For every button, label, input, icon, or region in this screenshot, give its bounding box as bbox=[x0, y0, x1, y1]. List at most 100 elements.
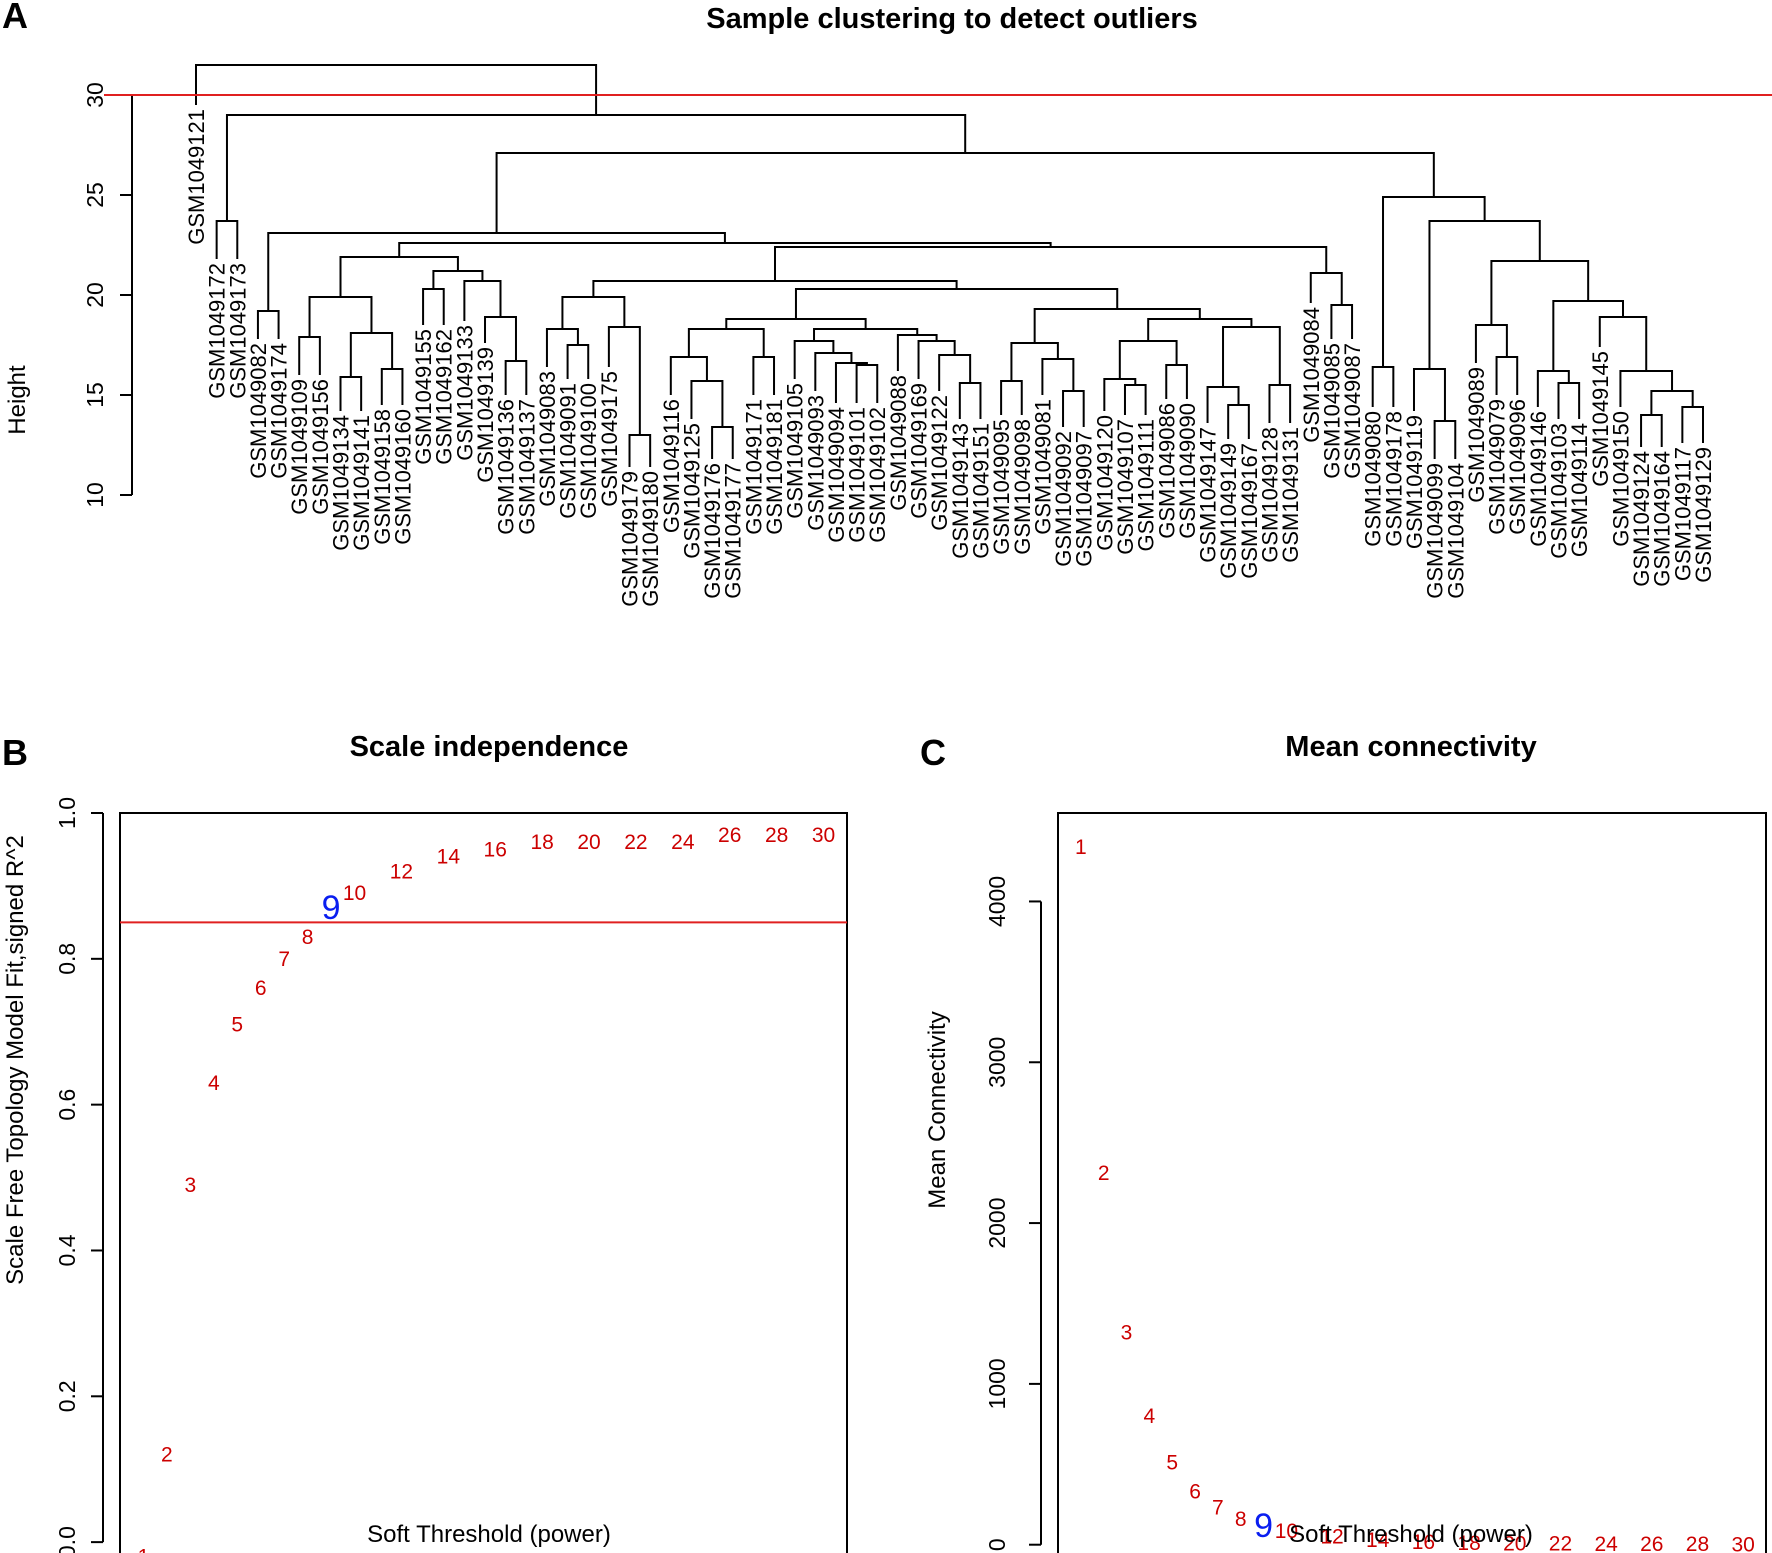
dendrogram-leaf-label: GSM1049099 bbox=[1423, 463, 1448, 599]
y-tick-label: 0.6 bbox=[54, 1089, 80, 1121]
dendrogram-leaf-label: GSM1049156 bbox=[308, 379, 333, 515]
power-point-label: 7 bbox=[278, 948, 290, 971]
dendrogram-panel: Sample clustering to detect outliers Hei… bbox=[4, 3, 1772, 607]
dendrogram-title: Sample clustering to detect outliers bbox=[706, 3, 1198, 35]
dendrogram-tree bbox=[195, 64, 1704, 467]
power-point-label: 6 bbox=[1189, 1481, 1201, 1504]
power-point-label: 8 bbox=[302, 926, 314, 949]
dendrogram-merge bbox=[752, 356, 776, 395]
dendrogram-leaf-label: GSM1049178 bbox=[1381, 411, 1406, 547]
dendrogram-merge bbox=[256, 310, 280, 339]
dendrogram-leaf-label: GSM1049090 bbox=[1175, 403, 1200, 539]
dendrogram-leaf-label: GSM1049093 bbox=[803, 395, 828, 531]
power-point-label: 3 bbox=[1121, 1321, 1133, 1344]
dendrogram-merge bbox=[1557, 382, 1581, 419]
dendrogram-leaf-label: GSM1049117 bbox=[1670, 447, 1695, 581]
dendrogram-merge bbox=[855, 364, 879, 403]
power-point-label: 18 bbox=[1457, 1532, 1480, 1553]
panel-letter-b: B bbox=[2, 732, 28, 773]
dendrogram-merge bbox=[1062, 390, 1085, 427]
dendrogram-leaf-label: GSM1049105 bbox=[783, 383, 808, 519]
dendrogram-merge bbox=[1227, 404, 1250, 439]
dendrogram-leaf-label: GSM1049092 bbox=[1051, 431, 1076, 567]
dendrogram-merge bbox=[1222, 326, 1281, 387]
power-point-label: 30 bbox=[1731, 1533, 1754, 1553]
dendrogram-leaf-label: GSM1049116 bbox=[659, 399, 684, 533]
dendrogram-merge bbox=[958, 382, 982, 419]
dendrogram-leaf-label: GSM1049114 bbox=[1567, 423, 1592, 557]
power-point-label: 2 bbox=[1098, 1162, 1110, 1185]
dendrogram-leaf-label: GSM1049172 bbox=[205, 263, 230, 399]
dendrogram-merge bbox=[628, 434, 652, 467]
power-point-label: 26 bbox=[718, 824, 741, 847]
scale-independence-axes: 0510152025300.00.20.40.60.81.0 bbox=[54, 797, 104, 1553]
dendrogram-merge bbox=[1010, 342, 1059, 381]
dendrogram-merge bbox=[669, 356, 708, 395]
dendrogram-leaf-label: GSM1049104 bbox=[1443, 463, 1468, 599]
dendrogram-leaf-label: GSM1049082 bbox=[246, 343, 271, 479]
dendrogram-merge bbox=[215, 220, 239, 259]
highlighted-power-label: 9 bbox=[1254, 1507, 1273, 1545]
dendrogram-leaf-label: GSM1049109 bbox=[287, 379, 312, 515]
power-point-label: 14 bbox=[437, 846, 461, 869]
power-point-label: 3 bbox=[185, 1174, 197, 1197]
dendrogram-y-axis-label: Height bbox=[4, 365, 31, 435]
dendrogram-leaf-label: GSM1049173 bbox=[225, 263, 250, 399]
dendrogram-leaf-label: GSM1049145 bbox=[1588, 351, 1613, 487]
dendrogram-merge bbox=[687, 328, 765, 357]
dendrogram-merge bbox=[1309, 272, 1343, 305]
dendrogram-merge bbox=[917, 340, 956, 379]
dendrogram-merge bbox=[267, 232, 726, 311]
dendrogram-leaf-label: GSM1049121 bbox=[184, 109, 209, 245]
dendrogram-y-tick-label: 25 bbox=[82, 182, 108, 208]
power-point-label: 22 bbox=[624, 831, 647, 854]
dendrogram-merge bbox=[380, 368, 404, 405]
dendrogram-leaf-label: GSM1049143 bbox=[948, 423, 973, 559]
panel-letter-a: A bbox=[2, 0, 28, 36]
power-point-label: 10 bbox=[1275, 1520, 1298, 1543]
dendrogram-merge bbox=[1619, 370, 1674, 407]
dendrogram-merge bbox=[398, 242, 1052, 257]
power-point-label: 8 bbox=[1235, 1508, 1247, 1531]
dendrogram-leaf-label: GSM1049162 bbox=[432, 329, 457, 465]
dendrogram-merge bbox=[711, 426, 734, 459]
dendrogram-leaf-label: GSM1049167 bbox=[1237, 443, 1262, 579]
dendrogram-merge bbox=[308, 296, 373, 337]
dendrogram-leaf-label: GSM1049088 bbox=[886, 375, 911, 511]
power-point-label: 5 bbox=[1166, 1452, 1178, 1475]
dendrogram-merge bbox=[793, 340, 835, 379]
mean-connectivity-axes: 05101520253001000200030004000 bbox=[984, 876, 1042, 1551]
power-point-label: 4 bbox=[1144, 1405, 1156, 1428]
dendrogram-leaf-label: GSM1049120 bbox=[1092, 415, 1117, 551]
mean-connectivity-plot-box bbox=[1057, 812, 1767, 1553]
dendrogram-merge bbox=[1650, 390, 1694, 415]
scale-independence-plot-box bbox=[119, 812, 848, 1553]
dendrogram-leaf-label: GSM1049098 bbox=[1010, 419, 1035, 555]
highlighted-power-label: 9 bbox=[322, 889, 341, 927]
dendrogram-y-tick-label: 20 bbox=[82, 282, 108, 308]
dendrogram-merge bbox=[545, 328, 579, 367]
dendrogram-merge bbox=[1165, 364, 1188, 399]
dendrogram-leaf-label: GSM1049133 bbox=[452, 325, 477, 461]
dendrogram-merge bbox=[1000, 380, 1023, 415]
y-tick-label: 0 bbox=[984, 1538, 1010, 1551]
dendrogram-leaf-label: GSM1049146 bbox=[1526, 411, 1551, 547]
dendrogram-merge bbox=[349, 332, 394, 377]
dendrogram-merge bbox=[1536, 370, 1570, 407]
dendrogram-leaf-label: GSM1049125 bbox=[679, 423, 704, 559]
panel-letter-c: C bbox=[920, 732, 946, 773]
dendrogram-leaf-label: GSM1049134 bbox=[329, 415, 354, 551]
dendrogram-leaf-label: GSM1049139 bbox=[473, 347, 498, 483]
y-tick-label: 2000 bbox=[984, 1197, 1010, 1248]
y-tick-label: 4000 bbox=[984, 876, 1010, 927]
dendrogram-merge bbox=[1330, 304, 1354, 339]
dendrogram-leaf-label: GSM1049091 bbox=[556, 383, 581, 519]
dendrogram-leaf-label: GSM1049136 bbox=[494, 399, 519, 535]
dendrogram-merge bbox=[1103, 378, 1137, 411]
dendrogram-leaf-label: GSM1049107 bbox=[1113, 419, 1138, 555]
dendrogram-leaf-labels: GSM1049121 GSM1049172GSM1049173GSM1049082… bbox=[184, 109, 1716, 607]
dendrogram-merge bbox=[690, 380, 724, 427]
dendrogram-merge bbox=[463, 280, 502, 321]
